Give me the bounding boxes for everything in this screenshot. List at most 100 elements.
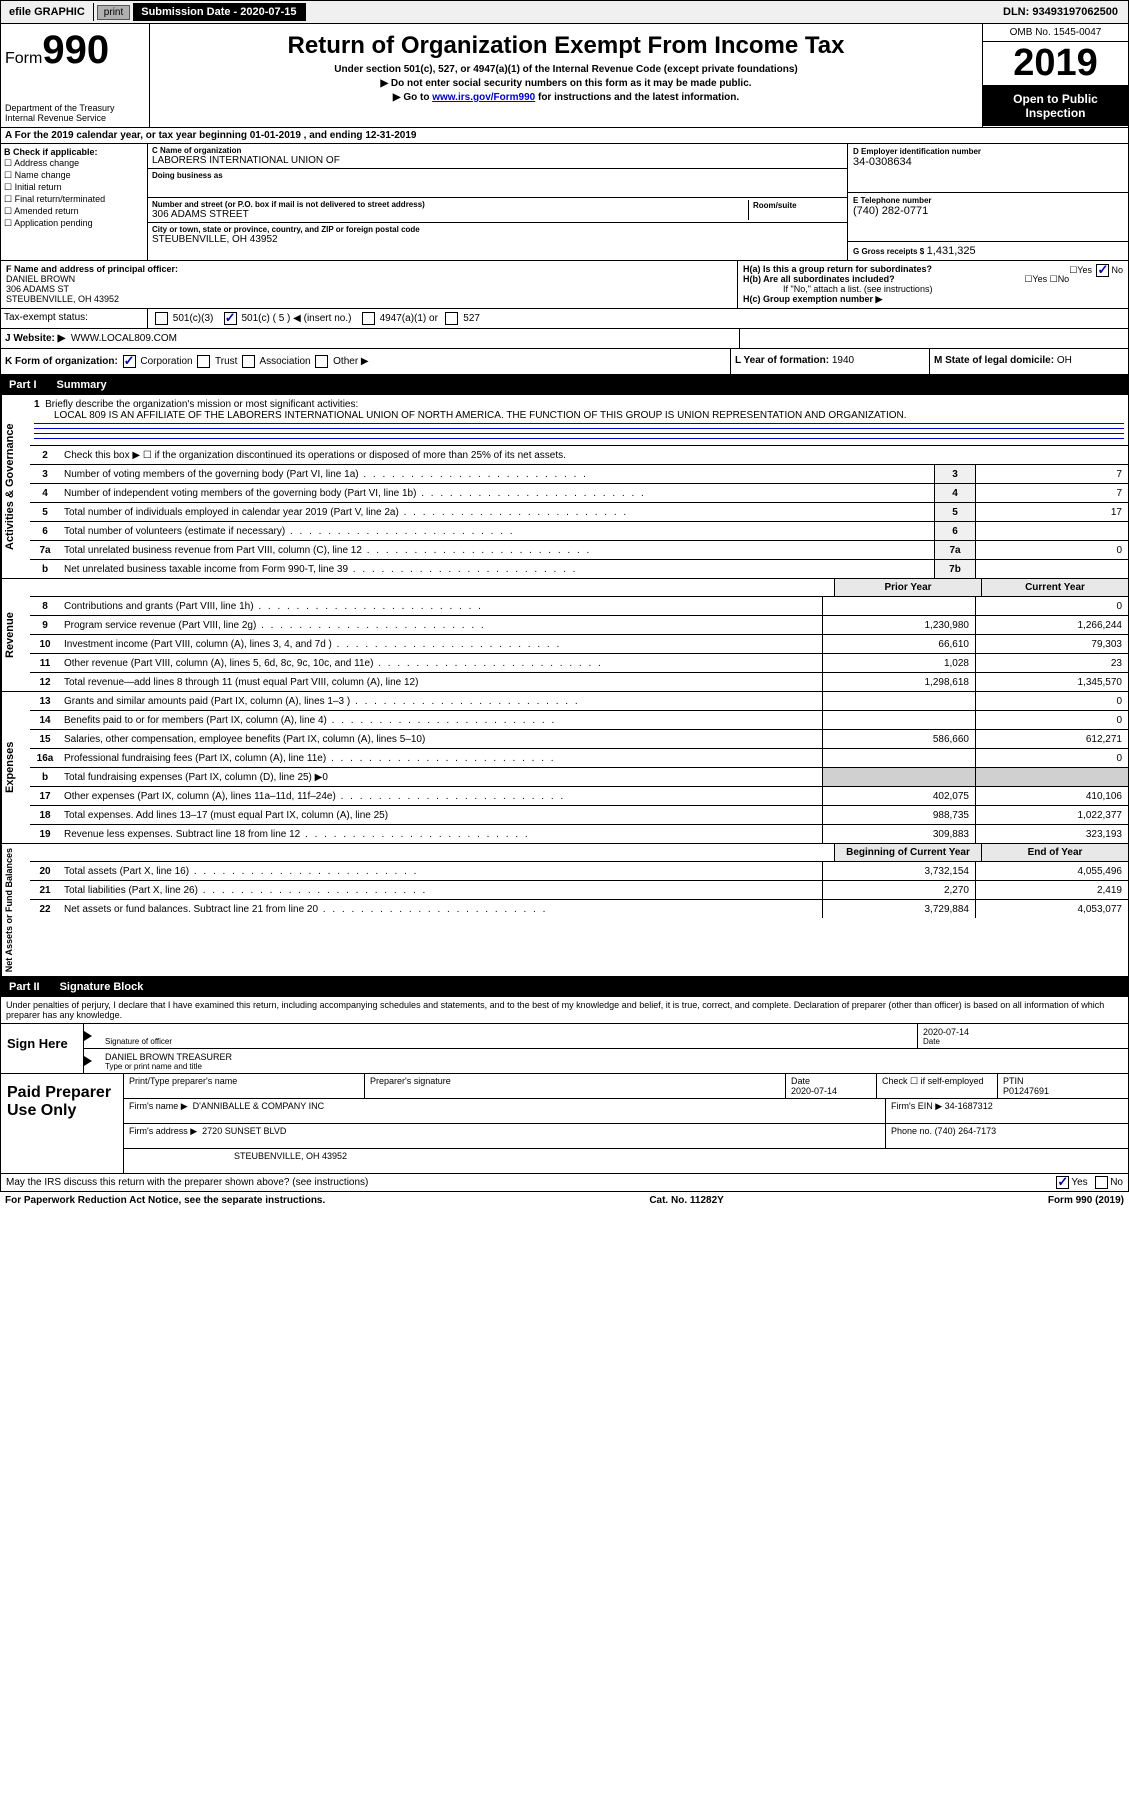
form-number: Form990 (5, 28, 145, 73)
open-public-label: Open to Public Inspection (983, 86, 1128, 126)
chk-address-change[interactable]: ☐ Address change (4, 158, 144, 169)
section-h: H(a) Is this a group return for subordin… (737, 261, 1128, 308)
footer-line: For Paperwork Reduction Act Notice, see … (0, 1192, 1129, 1209)
state-domicile: OH (1057, 355, 1072, 366)
line17-current: 410,106 (975, 787, 1128, 805)
header-sub2: ▶ Do not enter social security numbers o… (154, 78, 978, 89)
line10-current: 79,303 (975, 635, 1128, 653)
activities-governance: Activities & Governance 1 Briefly descri… (0, 395, 1129, 579)
part1-header: Part I Summary (0, 375, 1129, 395)
chk-association[interactable] (242, 355, 255, 368)
revenue-section: Revenue Prior Year Current Year 8Contrib… (0, 579, 1129, 692)
line12-current: 1,345,570 (975, 673, 1128, 691)
section-c: C Name of organization LABORERS INTERNAT… (148, 144, 847, 260)
org-city: STEUBENVILLE, OH 43952 (152, 234, 843, 245)
chk-other[interactable] (315, 355, 328, 368)
website-row: J Website: ▶ WWW.LOCAL809.COM (0, 329, 1129, 349)
year-formation: 1940 (832, 355, 854, 366)
submission-date: Submission Date - 2020-07-15 (133, 3, 305, 21)
net-assets-section: Net Assets or Fund Balances Beginning of… (0, 844, 1129, 977)
tax-year: 2019 (983, 42, 1128, 86)
line16a-current: 0 (975, 749, 1128, 767)
header-sub3: ▶ Go to www.irs.gov/Form990 for instruct… (154, 92, 978, 103)
firm-phone: (740) 264-7173 (935, 1126, 997, 1136)
chk-corporation[interactable] (123, 355, 136, 368)
section-d-e-g: D Employer identification number 34-0308… (847, 144, 1128, 260)
officer-group-block: F Name and address of principal officer:… (0, 261, 1129, 309)
part2-header: Part II Signature Block (0, 977, 1129, 997)
identity-block: B Check if applicable: ☐ Address change … (0, 144, 1129, 261)
paid-preparer-block: Paid Preparer Use Only Print/Type prepar… (0, 1074, 1129, 1174)
declaration-text: Under penalties of perjury, I declare th… (1, 997, 1128, 1024)
row-a-calendar-year: A For the 2019 calendar year, or tax yea… (0, 128, 1129, 144)
chk-trust[interactable] (197, 355, 210, 368)
line11-current: 23 (975, 654, 1128, 672)
signature-block: Under penalties of perjury, I declare th… (0, 997, 1129, 1074)
officer-street: 306 ADAMS ST (6, 284, 69, 294)
section-b: B Check if applicable: ☐ Address change … (1, 144, 148, 260)
line7b-val (975, 560, 1128, 578)
arrow-icon (84, 1031, 92, 1041)
line22-end: 4,053,077 (975, 900, 1128, 918)
line4-val: 7 (975, 484, 1128, 502)
expenses-section: Expenses 13Grants and similar amounts pa… (0, 692, 1129, 844)
row-k: K Form of organization: Corporation Trus… (0, 349, 1129, 375)
chk-discuss-yes[interactable] (1056, 1176, 1069, 1189)
line13-current: 0 (975, 692, 1128, 710)
header-sub1: Under section 501(c), 527, or 4947(a)(1)… (154, 64, 978, 75)
line18-current: 1,022,377 (975, 806, 1128, 824)
efile-label: efile GRAPHIC (1, 3, 94, 21)
line5-val: 17 (975, 503, 1128, 521)
line9-current: 1,266,244 (975, 616, 1128, 634)
sig-date: 2020-07-14 (923, 1027, 1123, 1037)
line21-end: 2,419 (975, 881, 1128, 899)
firm-name: D'ANNIBALLE & COMPANY INC (193, 1101, 324, 1111)
print-button[interactable]: print (97, 5, 130, 20)
phone-value: (740) 282-0771 (853, 205, 1123, 217)
chk-initial-return[interactable]: ☐ Initial return (4, 182, 144, 193)
instructions-link[interactable]: www.irs.gov/Form990 (432, 92, 535, 103)
line8-current: 0 (975, 597, 1128, 615)
chk-application-pending[interactable]: ☐ Application pending (4, 218, 144, 229)
ein-value: 34-0308634 (853, 156, 1123, 168)
chk-501c[interactable] (224, 312, 237, 325)
chk-name-change[interactable]: ☐ Name change (4, 170, 144, 181)
officer-signature-name: DANIEL BROWN TREASURER (105, 1052, 1123, 1062)
discuss-row: May the IRS discuss this return with the… (0, 1174, 1129, 1192)
omb-number: OMB No. 1545-0047 (983, 24, 1128, 42)
chk-amended-return[interactable]: ☐ Amended return (4, 206, 144, 217)
officer-city: STEUBENVILLE, OH 43952 (6, 294, 119, 304)
dln-label: DLN: 93493197062500 (1003, 6, 1128, 18)
line15-current: 612,271 (975, 730, 1128, 748)
firm-address2: STEUBENVILLE, OH 43952 (124, 1149, 1128, 1173)
line14-current: 0 (975, 711, 1128, 729)
ptin-value: P01247691 (1003, 1086, 1049, 1096)
line6-val (975, 522, 1128, 540)
chk-final-return[interactable]: ☐ Final return/terminated (4, 194, 144, 205)
section-f: F Name and address of principal officer:… (1, 261, 737, 308)
line20-end: 4,055,496 (975, 862, 1128, 880)
arrow-icon (84, 1056, 92, 1066)
chk-527[interactable] (445, 312, 458, 325)
chk-discuss-no[interactable] (1095, 1176, 1108, 1189)
tax-status-row: Tax-exempt status: 501(c)(3) 501(c) ( 5 … (0, 309, 1129, 329)
mission-text: LOCAL 809 IS AN AFFILIATE OF THE LABORER… (34, 410, 907, 421)
form-title: Return of Organization Exempt From Incom… (154, 32, 978, 60)
org-name: LABORERS INTERNATIONAL UNION OF (152, 155, 843, 166)
top-bar: efile GRAPHIC print Submission Date - 20… (0, 0, 1129, 24)
website-url: WWW.LOCAL809.COM (71, 333, 177, 344)
department-label: Department of the Treasury Internal Reve… (5, 103, 145, 123)
line19-current: 323,193 (975, 825, 1128, 843)
officer-name: DANIEL BROWN (6, 274, 75, 284)
chk-4947[interactable] (362, 312, 375, 325)
firm-ein: 34-1687312 (945, 1101, 993, 1111)
gross-receipts: 1,431,325 (927, 245, 976, 257)
firm-address: 2720 SUNSET BLVD (202, 1126, 286, 1136)
form-header: Form990 Department of the Treasury Inter… (0, 24, 1129, 128)
chk-501c3[interactable] (155, 312, 168, 325)
chk-group-no[interactable] (1096, 264, 1109, 277)
org-street: 306 ADAMS STREET (152, 209, 748, 220)
prep-date: 2020-07-14 (791, 1086, 837, 1096)
line7a-val: 0 (975, 541, 1128, 559)
line3-val: 7 (975, 465, 1128, 483)
